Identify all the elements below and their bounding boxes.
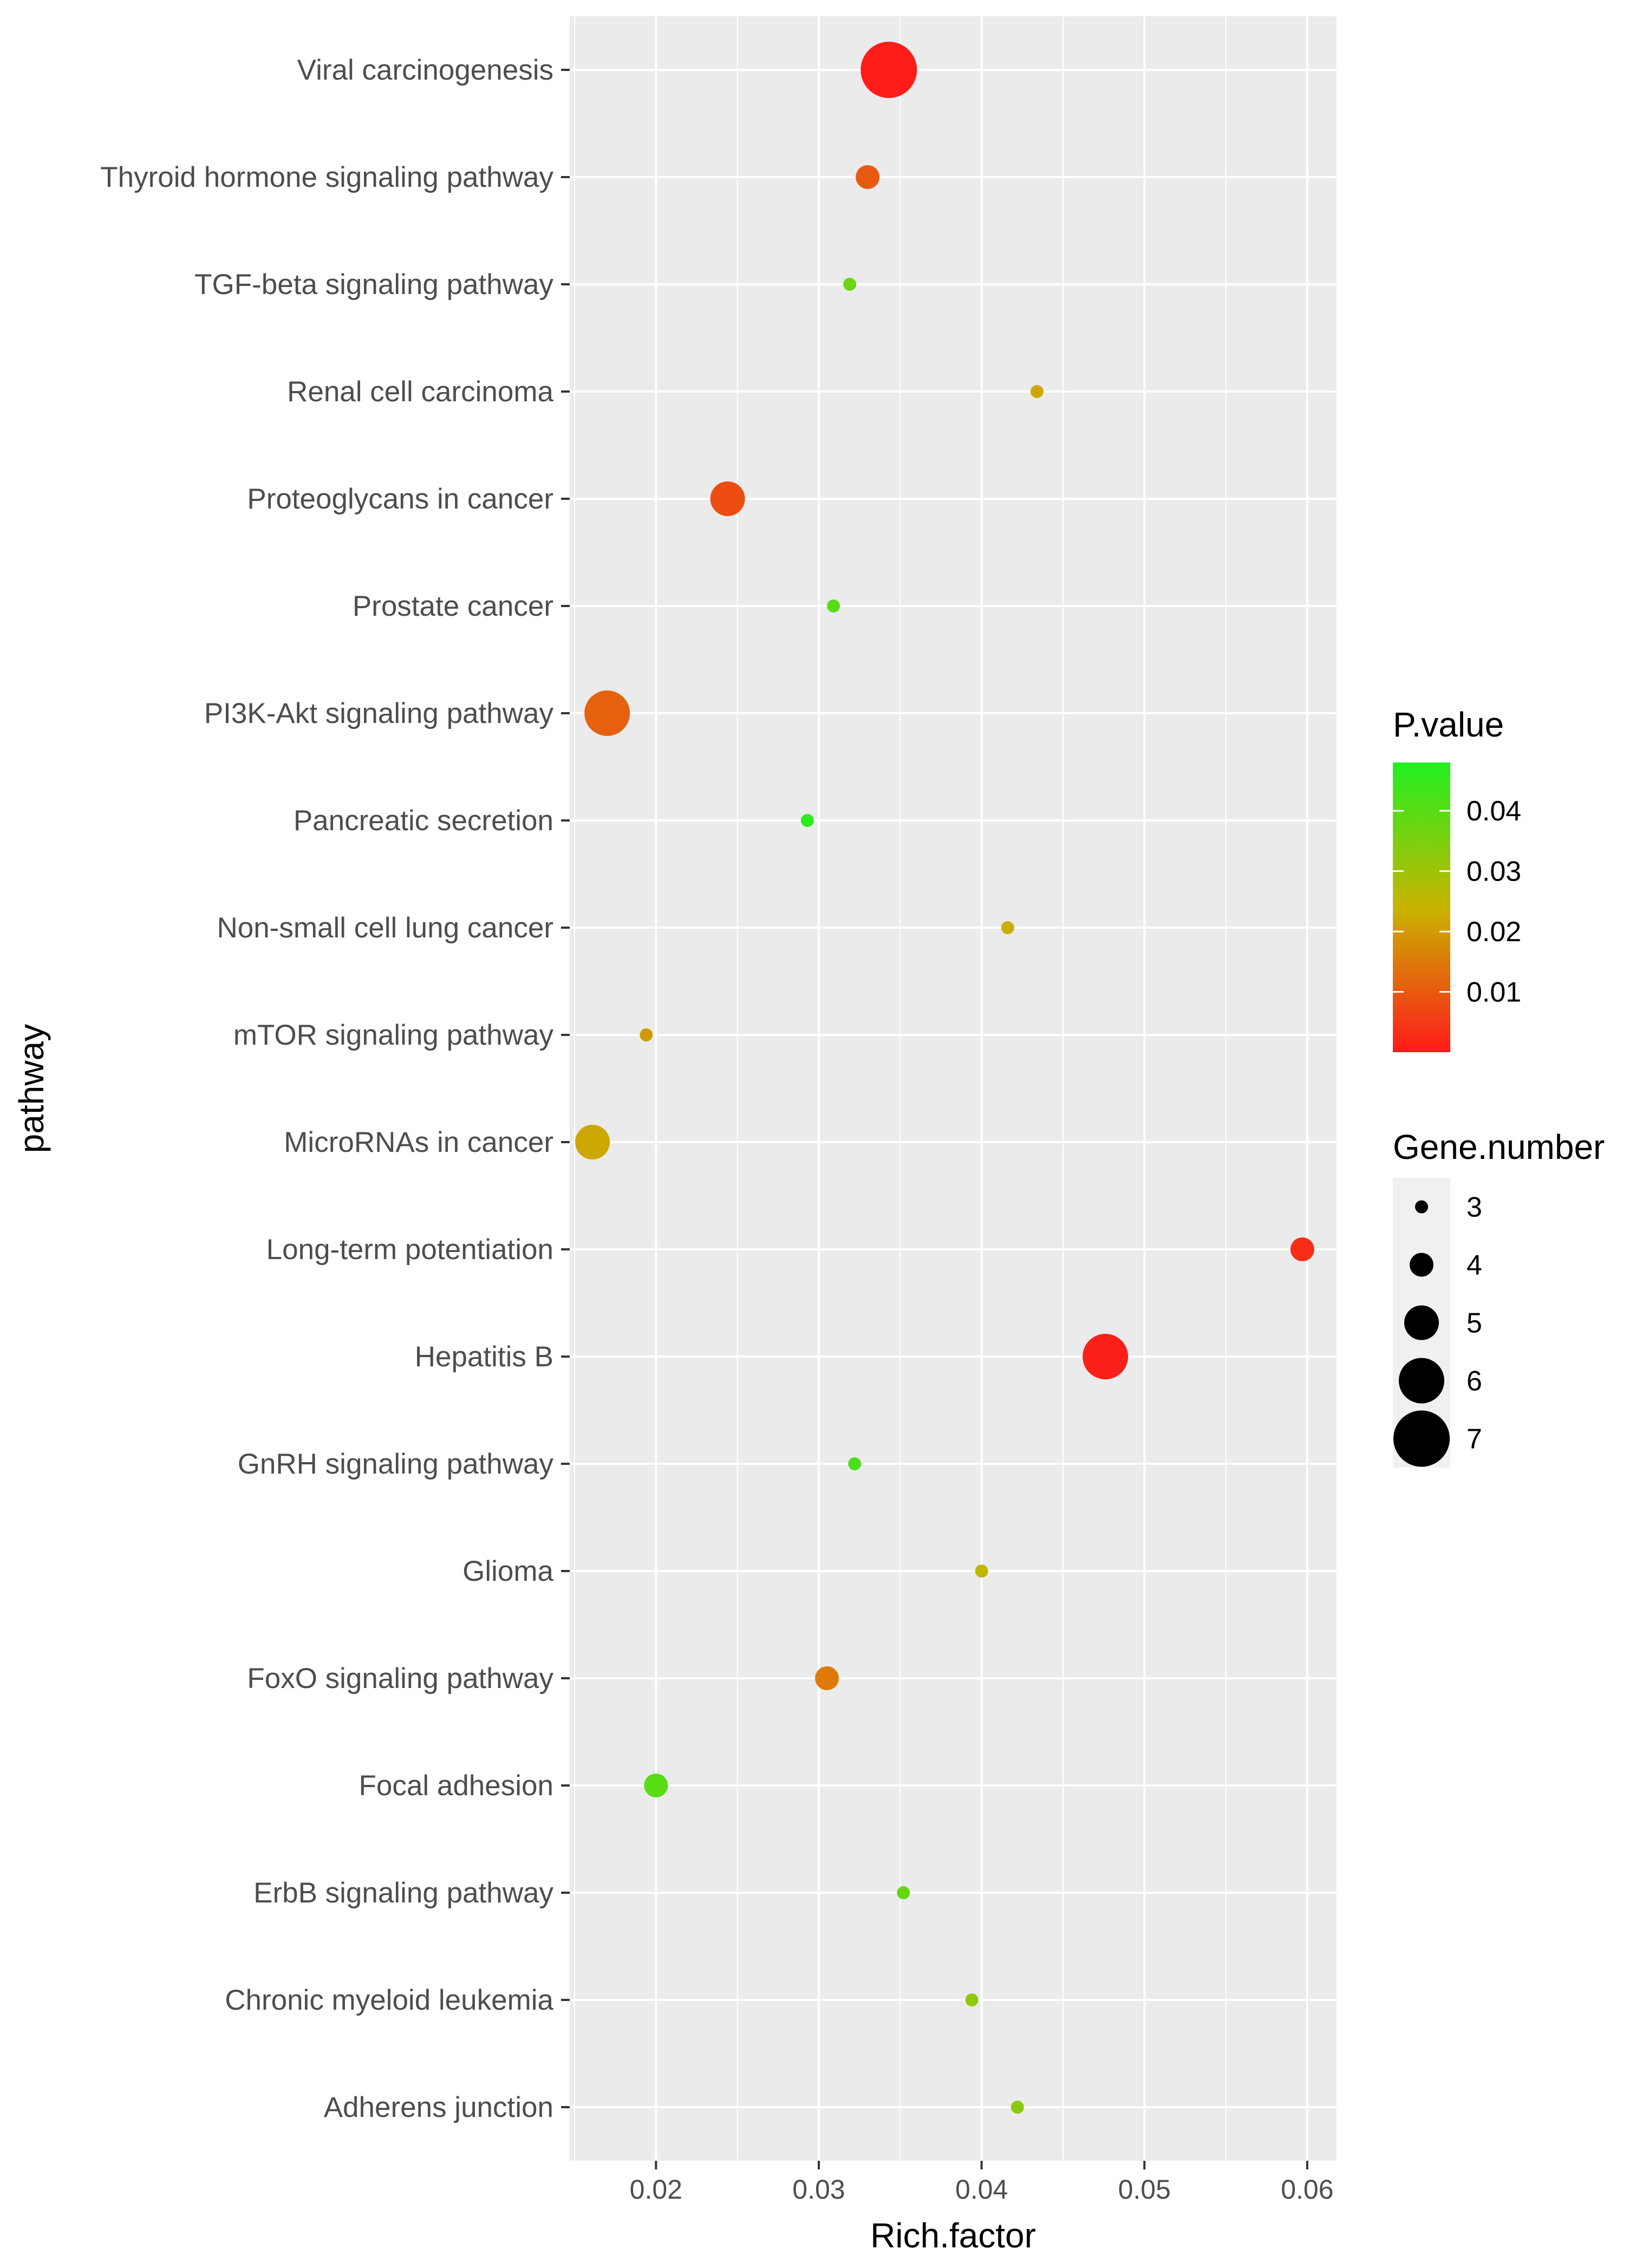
size-legend-key bbox=[1415, 1200, 1428, 1214]
y-tick-label: TGF-beta signaling pathway bbox=[194, 269, 553, 301]
data-point bbox=[843, 278, 857, 291]
data-point bbox=[710, 481, 745, 516]
x-axis-title: Rich.factor bbox=[870, 2216, 1036, 2255]
y-tick-label: ErbB signaling pathway bbox=[253, 1877, 553, 1909]
y-tick-label: Focal adhesion bbox=[359, 1770, 553, 1802]
data-point bbox=[965, 1993, 979, 2006]
y-tick-label: Adherens junction bbox=[324, 2091, 553, 2123]
size-legend-label: 4 bbox=[1466, 1250, 1482, 1281]
gene-number-legend-title: Gene.number bbox=[1393, 1128, 1605, 1166]
size-legend-label: 6 bbox=[1466, 1366, 1482, 1397]
panel-background bbox=[570, 16, 1337, 2161]
p-value-legend-title: P.value bbox=[1393, 705, 1504, 744]
size-legend-label: 3 bbox=[1466, 1192, 1482, 1223]
colorbar-tick-label: 0.01 bbox=[1466, 977, 1521, 1008]
y-tick-label: Glioma bbox=[462, 1555, 553, 1587]
y-tick-label: Renal cell carcinoma bbox=[287, 376, 553, 408]
data-point bbox=[975, 1565, 988, 1578]
x-tick-label: 0.03 bbox=[792, 2174, 845, 2205]
y-tick-label: MicroRNAs in cancer bbox=[284, 1126, 553, 1158]
p-value-colorbar bbox=[1393, 762, 1450, 1052]
data-point bbox=[897, 1886, 910, 1899]
y-tick-label: Chronic myeloid leukemia bbox=[225, 1984, 553, 2016]
data-point bbox=[1083, 1334, 1129, 1379]
data-point bbox=[848, 1457, 862, 1470]
data-point bbox=[644, 1774, 668, 1797]
y-tick-label: Prostate cancer bbox=[353, 590, 553, 622]
size-legend-label: 5 bbox=[1466, 1308, 1482, 1339]
colorbar-tick-label: 0.02 bbox=[1466, 916, 1521, 948]
y-tick-label: Viral carcinogenesis bbox=[297, 54, 553, 86]
size-legend-key bbox=[1404, 1305, 1439, 1340]
size-legend-label: 7 bbox=[1466, 1424, 1482, 1455]
x-tick-label: 0.02 bbox=[630, 2174, 682, 2205]
y-axis-title: pathway bbox=[12, 1024, 51, 1153]
x-axis: 0.02 0.03 0.04 0.05 0.06 bbox=[630, 2161, 1334, 2205]
data-points bbox=[575, 42, 1314, 2114]
data-point bbox=[815, 1666, 839, 1690]
colorbar-tick-label: 0.03 bbox=[1466, 856, 1521, 888]
plot-panel bbox=[570, 16, 1337, 2161]
y-tick-label: Proteoglycans in cancer bbox=[247, 483, 553, 515]
data-point bbox=[584, 690, 630, 736]
colorbar-tick-label: 0.04 bbox=[1466, 796, 1521, 827]
size-legend-key bbox=[1399, 1358, 1444, 1404]
y-tick-label: FoxO signaling pathway bbox=[247, 1663, 553, 1695]
p-value-legend: P.value 0.04 0.03 0.02 0.01 bbox=[1393, 705, 1521, 1052]
y-tick-label: PI3K-Akt signaling pathway bbox=[204, 698, 554, 729]
data-point bbox=[827, 599, 840, 612]
data-point bbox=[1011, 2101, 1024, 2114]
data-point bbox=[1030, 385, 1044, 398]
gene-number-legend: Gene.number 3 4 5 6 7 bbox=[1393, 1128, 1605, 1468]
x-tick-label: 0.05 bbox=[1118, 2174, 1171, 2205]
y-tick-label: GnRH signaling pathway bbox=[238, 1448, 554, 1480]
size-legend-key bbox=[1393, 1410, 1450, 1467]
data-point bbox=[1290, 1237, 1314, 1261]
y-axis: Viral carcinogenesis Thyroid hormone sign… bbox=[100, 54, 570, 2123]
data-point bbox=[640, 1028, 653, 1041]
y-tick-label: Long-term potentiation bbox=[266, 1234, 553, 1266]
data-point bbox=[861, 42, 917, 98]
y-tick-label: Non-small cell lung cancer bbox=[217, 912, 553, 944]
x-tick-label: 0.06 bbox=[1281, 2174, 1333, 2205]
x-tick-label: 0.04 bbox=[955, 2174, 1008, 2205]
y-tick-label: Hepatitis B bbox=[415, 1341, 553, 1373]
data-point bbox=[1001, 921, 1014, 934]
y-tick-label: Thyroid hormone signaling pathway bbox=[100, 161, 553, 193]
y-tick-label: Pancreatic secretion bbox=[294, 805, 553, 837]
grid-lines bbox=[570, 16, 1337, 2161]
data-point bbox=[575, 1125, 610, 1159]
y-tick-label: mTOR signaling pathway bbox=[233, 1019, 554, 1051]
data-point bbox=[856, 165, 880, 189]
size-legend-key bbox=[1410, 1253, 1433, 1277]
data-point bbox=[800, 814, 814, 827]
